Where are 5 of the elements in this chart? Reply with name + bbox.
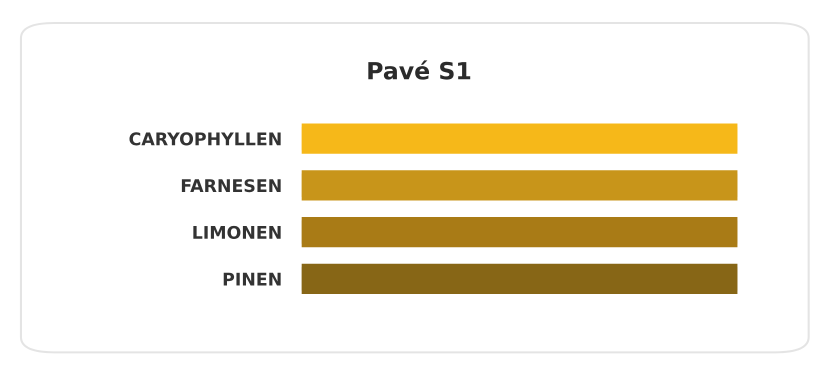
y-tick-label: CARYOPHYLLEN [129, 132, 281, 146]
y-tick-label: PINEN [224, 272, 281, 286]
y-tick-label: FARNESEN [182, 179, 281, 192]
chart-title: Pavé S1 [368, 60, 470, 80]
y-tick-label: LIMONEN [193, 226, 281, 239]
